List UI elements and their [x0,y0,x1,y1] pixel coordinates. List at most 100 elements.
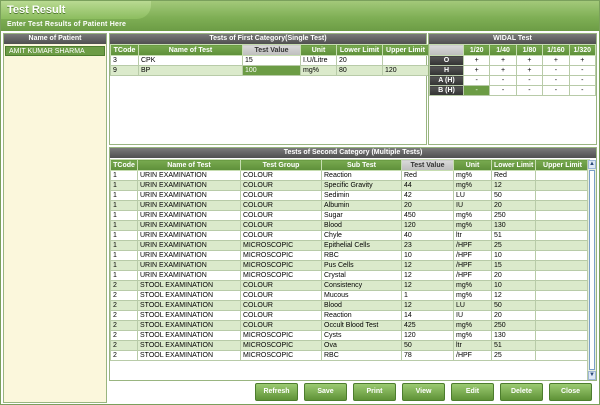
widal-cell[interactable]: - [542,65,570,76]
table-cell-unit: LU [453,190,492,201]
widal-cell[interactable]: - [489,75,517,86]
table-cell-lower-limit: 20 [491,200,536,211]
table-cell-lower-limit: 12 [491,180,536,191]
widal-cell[interactable]: - [515,85,544,96]
column-header-upper-limit: Upper Limit [535,159,590,171]
table-cell-test-value[interactable]: 1 [401,290,454,301]
table-row[interactable]: 1 URIN EXAMINATION MICROSCOPIC Pus Cells 12/… [110,260,590,271]
close-button[interactable]: Close [549,383,592,401]
table-row[interactable]: 2 STOOL EXAMINATION COLOUR Blood 12 LU 50 [110,300,590,311]
table-cell-test-value[interactable]: Red [401,170,454,181]
table-cell-upper-limit [535,290,590,301]
scroll-down-arrow-icon[interactable]: ▼ [588,371,596,380]
table-row[interactable]: 2 STOOL EXAMINATION COLOUR Consistency 12 mg%… [110,280,590,291]
table-cell-test-value[interactable]: 10 [401,250,454,261]
table-cell-test-value[interactable]: 100 [242,65,301,76]
widal-cell[interactable]: + [542,55,570,66]
table-cell-lower-limit: 51 [491,340,536,351]
scroll-up-arrow-icon[interactable]: ▲ [588,160,596,169]
table-row[interactable]: 1 URIN EXAMINATION MICROSCOPIC Crystal 12/HP… [110,270,590,281]
table-cell-name-of-test: STOOL EXAMINATION [137,280,241,291]
table-cell-test-value[interactable]: 120 [401,220,454,231]
table-row[interactable]: 1 URIN EXAMINATION COLOUR Sedimin 42 LU 50 [110,190,590,201]
column-header-sub-test: Sub Test [321,159,402,171]
widal-cell[interactable]: - [542,85,570,96]
table-cell-test-value[interactable]: 23 [401,240,454,251]
table-row[interactable]: 2 STOOL EXAMINATION MICROSCOPIC Ova 50 ltr 51 [110,340,590,351]
widal-cell[interactable]: + [489,65,517,76]
table-row[interactable]: 2 STOOL EXAMINATION COLOUR Reaction 14 IU 20 [110,310,590,321]
table-row[interactable]: 9 BP 100 mg% 80 120 [110,65,429,76]
table-row[interactable]: 1 URIN EXAMINATION COLOUR Blood 120 mg% 130 [110,220,590,231]
widal-cell[interactable]: + [568,55,597,66]
table-row[interactable]: 2 STOOL EXAMINATION COLOUR Occult Blood Tes… [110,320,590,331]
first-category-title: Tests of First Category(Single Test) [110,34,426,44]
table-cell-test-value[interactable]: 12 [401,270,454,281]
table-cell-test-value[interactable]: 15 [242,55,301,66]
column-header-name-of-test: Name of Test [138,44,243,56]
table-cell-sub-test: RBC [321,350,402,361]
table-row[interactable]: 1 URIN EXAMINATION MICROSCOPIC Epithelial C… [110,240,590,251]
widal-cell[interactable]: - [568,85,597,96]
table-row[interactable]: 1 URIN EXAMINATION COLOUR Sugar 450 mg% 250 [110,210,590,221]
table-cell-test-value[interactable]: 20 [401,200,454,211]
table-row[interactable]: 2 STOOL EXAMINATION COLOUR Mucous 1 mg% 12 [110,290,590,301]
table-cell-test-value[interactable]: 12 [401,260,454,271]
vertical-scrollbar[interactable]: ▲ ▼ [587,160,596,380]
table-cell-sub-test: Consistency [321,280,402,291]
table-cell-upper-limit: 120 [382,65,429,76]
table-row[interactable]: 2 STOOL EXAMINATION MICROSCOPIC RBC 78/HPF 25 [110,350,590,361]
widal-cell[interactable]: - [568,75,597,86]
table-row[interactable]: 1 URIN EXAMINATION COLOUR Albumin 20 IU 20 [110,200,590,211]
table-row[interactable]: 1 URIN EXAMINATION MICROSCOPIC RBC 10/HPF 10 [110,250,590,261]
table-cell-test-value[interactable]: 12 [401,300,454,311]
widal-cell[interactable]: + [515,65,544,76]
table-row[interactable]: 3 CPK 15 I.U/Litre 20 [110,55,429,66]
print-button[interactable]: Print [353,383,396,401]
widal-row-label: A (H) [429,75,464,86]
widal-table: 1/20 1/40 1/80 1/160 1/320 O + + + + + H + + + - - A (H)… [429,44,597,96]
view-button[interactable]: View [402,383,445,401]
widal-cell[interactable]: + [515,55,544,66]
widal-cell[interactable]: - [542,75,570,86]
table-cell-sub-test: Blood [321,220,402,231]
save-button[interactable]: Save [304,383,347,401]
delete-button[interactable]: Delete [500,383,543,401]
widal-cell[interactable]: + [462,55,491,66]
table-cell-unit: IU [453,310,492,321]
widal-cell[interactable]: - [515,75,544,86]
table-cell-unit: /HPF [453,350,492,361]
widal-row-label: B (H) [429,85,464,96]
table-row[interactable]: 2 STOOL EXAMINATION MICROSCOPIC Cysts 120 mg%… [110,330,590,341]
table-row[interactable]: 1 URIN EXAMINATION COLOUR Specific Gravity 4… [110,180,590,191]
table-cell-lower-limit: 25 [491,350,536,361]
edit-button[interactable]: Edit [451,383,494,401]
table-cell-lower-limit: 80 [336,65,383,76]
widal-cell[interactable]: - [568,65,597,76]
widal-cell[interactable]: - [462,85,491,96]
table-cell-test-value[interactable]: 14 [401,310,454,321]
table-cell-test-group: COLOUR [240,220,322,231]
table-row[interactable]: 1 URIN EXAMINATION COLOUR Chyle 40 ltr 51 [110,230,590,241]
refresh-button[interactable]: Refresh [255,383,298,401]
table-cell-test-value[interactable]: 450 [401,210,454,221]
table-cell-tcode: 1 [110,260,138,271]
table-cell-test-value[interactable]: 44 [401,180,454,191]
widal-cell[interactable]: - [489,85,517,96]
table-cell-tcode: 1 [110,170,138,181]
table-cell-test-value[interactable]: 40 [401,230,454,241]
table-cell-test-value[interactable]: 120 [401,330,454,341]
table-cell-test-value[interactable]: 12 [401,280,454,291]
table-cell-test-value[interactable]: 50 [401,340,454,351]
table-cell-test-value[interactable]: 42 [401,190,454,201]
table-cell-test-value[interactable]: 425 [401,320,454,331]
widal-cell[interactable]: - [462,75,491,86]
scrollbar-thumb[interactable] [589,170,595,370]
widal-cell[interactable]: + [462,65,491,76]
table-cell-test-value[interactable]: 78 [401,350,454,361]
table-cell-test-group: COLOUR [240,310,322,321]
widal-cell[interactable]: + [489,55,517,66]
table-row[interactable]: 1 URIN EXAMINATION COLOUR Reaction Red mg% Red [110,170,590,181]
patient-list-item[interactable]: AMIT KUMAR SHARMA [5,46,105,56]
